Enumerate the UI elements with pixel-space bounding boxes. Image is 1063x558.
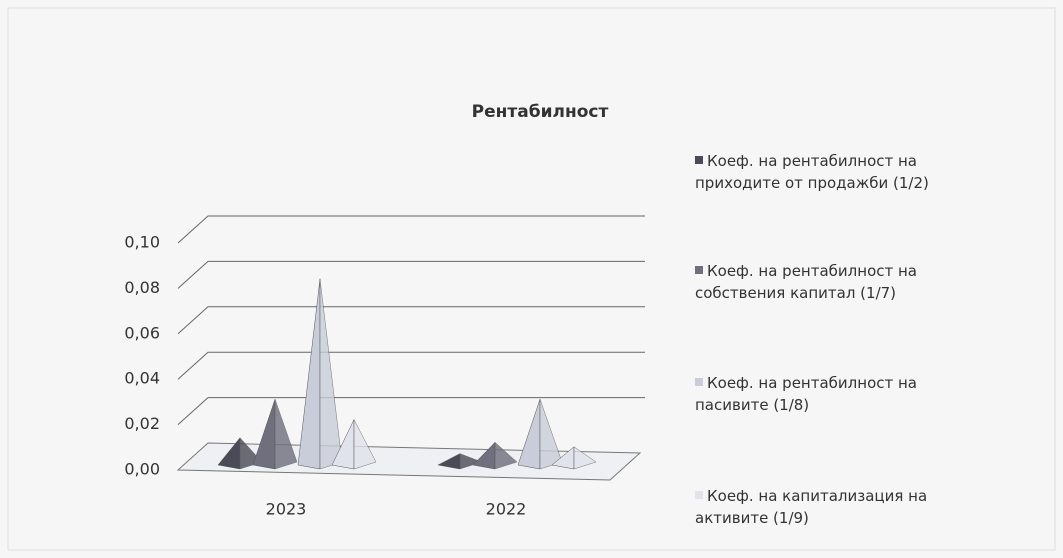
pyramid: [437, 453, 483, 470]
pyramid-face: [297, 278, 321, 470]
x-tick-label: 2023: [266, 500, 307, 519]
legend-swatch: [695, 156, 703, 164]
legend-label: Коеф. на рентабилност на собствения капи…: [695, 262, 917, 302]
pyramid-face: [252, 399, 276, 470]
pyramid: [551, 446, 597, 470]
y-tick-label: 0,08: [124, 278, 160, 297]
pyramid-face: [274, 399, 298, 470]
pyramid-face: [319, 278, 343, 470]
legend-label: Коеф. на капитализация на активите (1/9): [695, 487, 928, 527]
y-tick-label: 0,06: [124, 323, 160, 342]
pyramid: [297, 278, 343, 470]
grid-line: [177, 306, 645, 335]
grid-line: [177, 351, 645, 380]
legend-entry: Коеф. на рентабилност на приходите от пр…: [695, 150, 995, 194]
pyramid: [331, 419, 377, 470]
legend-label: Коеф. на рентабилност на пасивите (1/8): [695, 374, 917, 414]
y-tick-label: 0,04: [124, 369, 160, 388]
chart-title: Рентабилност: [472, 102, 609, 122]
legend-label: Коеф. на рентабилност на приходите от пр…: [695, 152, 929, 192]
y-tick-label: 0,02: [124, 414, 160, 433]
legend-entry: Коеф. на рентабилност на пасивите (1/8): [695, 372, 995, 416]
pyramid: [472, 441, 518, 470]
y-tick-label: 0,00: [124, 460, 160, 479]
pyramid-face: [494, 441, 518, 470]
grid-line: [177, 215, 645, 244]
pyramid: [252, 399, 298, 470]
y-tick-label: 0,10: [124, 233, 160, 252]
legend-entry: Коеф. на рентабилност на собствения капи…: [695, 260, 995, 304]
grid-line: [177, 397, 645, 425]
x-tick-label: 2022: [486, 500, 527, 519]
pyramid-face: [459, 453, 483, 470]
grid-line: [177, 260, 645, 289]
pyramid-face: [517, 399, 541, 470]
legend-swatch: [695, 491, 703, 499]
legend-swatch: [695, 266, 703, 274]
legend-swatch: [695, 378, 703, 386]
pyramid-face: [353, 419, 377, 470]
pyramid: [517, 399, 563, 470]
pyramid-face: [539, 399, 563, 470]
legend-entry: Коеф. на капитализация на активите (1/9): [695, 485, 995, 529]
pyramid-face: [573, 446, 597, 470]
frame: [7, 7, 1056, 551]
